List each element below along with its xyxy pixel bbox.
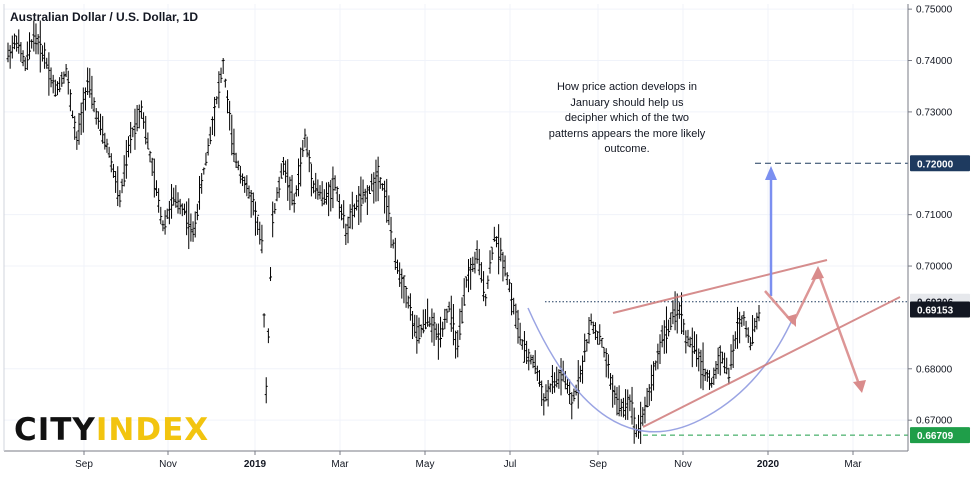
x-tick-label: Mar xyxy=(844,459,862,470)
y-tick-label: 0.73000 xyxy=(916,107,953,118)
y-tick-label: 0.67000 xyxy=(916,416,953,427)
bearish-arrow-head-2 xyxy=(811,266,824,280)
y-tick-label: 0.74000 xyxy=(916,56,953,67)
price-label-box xyxy=(910,427,970,444)
x-tick-label: Nov xyxy=(674,459,692,470)
chart-gridlines xyxy=(4,4,908,451)
chart-title: Australian Dollar / U.S. Dollar, 1D xyxy=(10,10,199,24)
city-index-logo: CITYINDEX xyxy=(14,412,210,448)
x-tick-label: May xyxy=(416,459,435,470)
bearish-path xyxy=(764,270,862,388)
x-tick-label: Jul xyxy=(504,459,517,470)
price-bars xyxy=(6,20,761,444)
y-tick-label: 0.75000 xyxy=(916,5,953,16)
wedge-upper-line xyxy=(612,259,828,314)
y-tick-label: 0.68000 xyxy=(916,364,953,375)
pattern-overlays xyxy=(527,162,908,436)
x-tick-label: 2019 xyxy=(244,459,267,470)
price-label: 0.72000 xyxy=(917,159,954,170)
x-tick-label: Sep xyxy=(589,459,607,470)
chart-axes: 0.75000 0.74000 0.73000 0.71000 0.70000 0.680… xyxy=(3,4,970,470)
price-label: 0.66709 xyxy=(917,431,954,442)
wedge-lower-line xyxy=(642,296,901,428)
chart-annotation: How price action develops in January sho… xyxy=(548,81,706,155)
x-tick-label: 2020 xyxy=(757,459,780,470)
y-tick-label: 0.70000 xyxy=(916,262,953,273)
x-tick-label: Mar xyxy=(331,459,349,470)
bearish-arrow-head-3 xyxy=(853,380,866,393)
rounding-bottom-arc xyxy=(527,307,794,433)
price-label-box xyxy=(910,155,970,172)
price-label-box xyxy=(910,301,970,318)
x-tick-label: Sep xyxy=(75,459,93,470)
x-tick-label: Nov xyxy=(159,459,177,470)
price-label: 0.69153 xyxy=(917,306,954,317)
y-tick-label: 0.71000 xyxy=(916,210,953,221)
bullish-arrow-head xyxy=(765,166,777,180)
bearish-arrow-head-1 xyxy=(786,314,796,327)
